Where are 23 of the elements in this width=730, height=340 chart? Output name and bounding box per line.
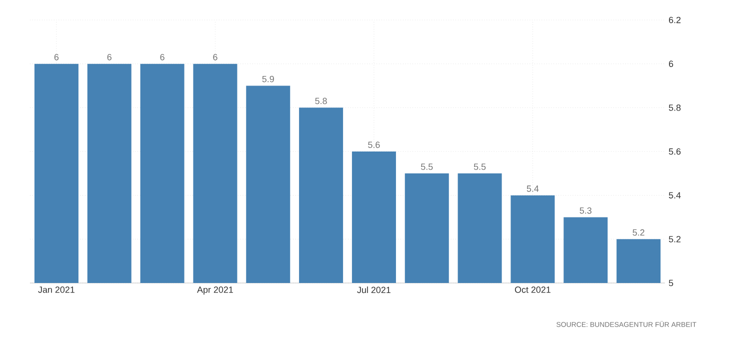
y-tick-label: 5 <box>668 280 674 286</box>
data-label: 5.8 <box>315 98 327 104</box>
data-label: 5.2 <box>632 229 644 236</box>
x-tick-label: Apr 2021 <box>197 286 233 295</box>
y-tick-label: 5.6 <box>668 148 681 155</box>
data-label: 5.3 <box>580 207 592 214</box>
data-label: 5.5 <box>421 164 433 170</box>
x-tick-label: Jul 2021 <box>357 286 390 294</box>
y-tick-label: 6 <box>668 60 674 68</box>
data-label: 5.6 <box>368 142 380 148</box>
x-tick-label: Oct 2021 <box>514 286 550 293</box>
data-label: 6 <box>54 54 59 60</box>
y-tick-label: 5.2 <box>668 236 681 242</box>
x-tick-label: Jan 2021 <box>38 286 74 293</box>
data-label: 5.4 <box>526 186 539 192</box>
data-label: 6 <box>107 54 112 60</box>
y-tick-label: 5.4 <box>668 192 681 198</box>
y-tick-label: 6.2 <box>668 16 681 24</box>
data-label: 6 <box>213 54 218 60</box>
data-label: 5.5 <box>474 164 486 170</box>
data-label: 6 <box>160 54 164 60</box>
data-label: 5.9 <box>262 76 274 82</box>
y-tick-label: 5.8 <box>668 104 681 111</box>
